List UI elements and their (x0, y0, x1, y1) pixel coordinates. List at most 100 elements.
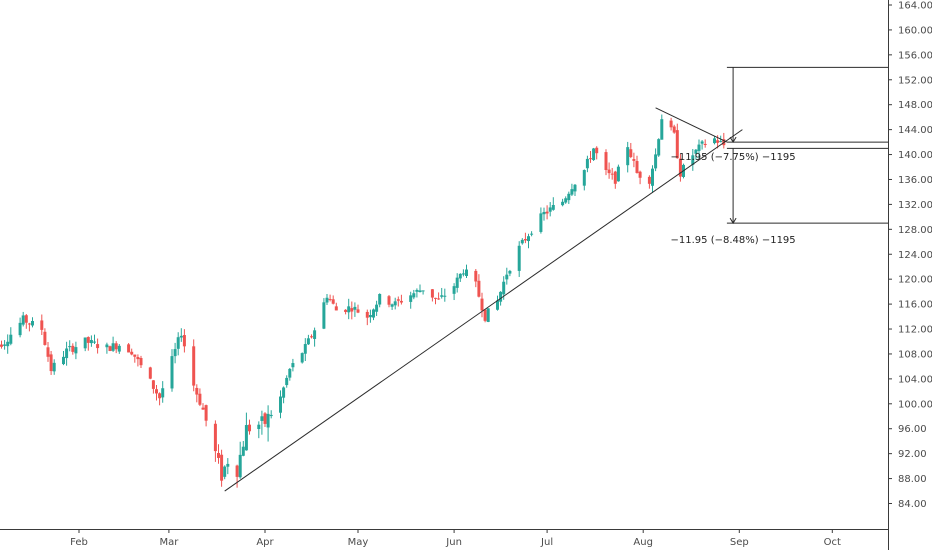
candle-down (155, 389, 158, 394)
candle-down (310, 336, 313, 338)
candle-down (108, 346, 112, 351)
candle-down (248, 424, 251, 432)
candle-down (595, 147, 599, 154)
triangle-support-line[interactable] (224, 129, 743, 492)
candle-down (263, 413, 267, 424)
candle-up (269, 414, 273, 417)
candle-down (610, 173, 614, 175)
price-tick-label: 128.00 (898, 225, 932, 236)
candle-down (629, 149, 633, 158)
price-tick-label: 92.00 (898, 449, 927, 460)
candle-up (282, 387, 286, 398)
candle-down (483, 309, 487, 321)
candle-down (589, 158, 592, 160)
candle-up (303, 344, 307, 354)
candle-down (204, 405, 208, 421)
candle-up (517, 245, 521, 271)
candle-up (68, 346, 72, 348)
candle-up (520, 239, 524, 244)
candle-up (592, 148, 596, 160)
candle-up (368, 315, 372, 318)
candle-up (300, 353, 304, 363)
candle-down (613, 171, 617, 184)
candle-down (437, 298, 441, 300)
time-tick-label: Jun (445, 537, 462, 548)
price-axis[interactable]: 84.00 88.00 92.00 96.00 100.00 104.00 108.00 11… (888, 1, 932, 511)
time-tick-label: Apr (256, 537, 274, 548)
candle-down (632, 159, 636, 161)
candle-up (74, 347, 78, 354)
candle-down (434, 297, 437, 299)
candle-up (570, 189, 574, 195)
candle-up (93, 341, 96, 343)
candle-up (443, 295, 447, 297)
price-tick-label: 104.00 (898, 374, 932, 385)
candle-up (691, 155, 695, 165)
candle-up (616, 166, 620, 182)
candle-down (647, 176, 651, 184)
candle-up (226, 463, 230, 467)
candle-down (638, 171, 642, 178)
price-tick-label: 112.00 (898, 325, 932, 336)
time-tick-label: Oct (824, 537, 841, 548)
triangle-resistance-line[interactable] (655, 107, 728, 143)
candle-up (170, 356, 174, 389)
candle-up (585, 158, 589, 169)
candle-up (694, 149, 698, 154)
candle-down (672, 126, 676, 133)
candle-down (220, 454, 224, 481)
candle-up (440, 295, 444, 297)
arrow-down-icon (729, 136, 737, 144)
candle-up (461, 273, 465, 275)
candle-up (713, 138, 716, 144)
candle-down (480, 298, 484, 311)
measure-label: −11.95 (−8.48%) −1195 (671, 235, 796, 246)
candle-up (111, 343, 115, 351)
drawing-annotations[interactable]: −11.95 (−7.75%) −1195−11.95 (−8.48%) −11… (224, 66, 888, 492)
time-tick-label: Feb (70, 537, 88, 548)
candle-up (527, 236, 530, 242)
candle-up (378, 294, 382, 305)
candle-down (136, 357, 140, 360)
time-axis[interactable]: Feb Mar Apr May Jun Jul Aug Sep Oct (70, 529, 841, 548)
arrow-down-icon (729, 217, 737, 225)
candle-up (412, 293, 416, 298)
candle-up (223, 466, 227, 477)
price-tick-label: 84.00 (898, 499, 927, 510)
candle-up (372, 309, 375, 318)
candle-up (62, 356, 65, 365)
candle-down (182, 335, 186, 347)
candle-up (105, 344, 109, 348)
candle-down (158, 393, 162, 399)
candle-up (390, 304, 394, 307)
time-tick-label: May (348, 537, 369, 548)
candle-down (151, 380, 155, 389)
candle-up (564, 198, 568, 203)
candle-down (399, 300, 403, 303)
time-tick-label: Mar (159, 537, 179, 548)
candle-up (244, 425, 248, 451)
price-tick-label: 164.00 (898, 1, 932, 12)
candle-up (260, 416, 264, 421)
candle-up (65, 348, 69, 359)
candle-up (238, 454, 242, 478)
candle-down (523, 239, 527, 241)
candle-up (530, 233, 534, 235)
time-tick-label: Aug (633, 537, 653, 548)
candle-up (6, 341, 10, 347)
candle-down (716, 140, 720, 143)
candle-down (396, 299, 400, 301)
candle-up (626, 147, 630, 166)
candle-down (195, 387, 199, 395)
candle-down (477, 280, 481, 297)
price-tick-label: 156.00 (898, 50, 932, 61)
candle-down (86, 337, 90, 343)
candle-up (542, 211, 546, 215)
candle-up (700, 141, 704, 144)
candle-down (545, 211, 549, 214)
candle-up (505, 274, 509, 280)
candle-up (285, 377, 289, 386)
candle-up (83, 337, 87, 349)
candle-down (604, 152, 608, 170)
